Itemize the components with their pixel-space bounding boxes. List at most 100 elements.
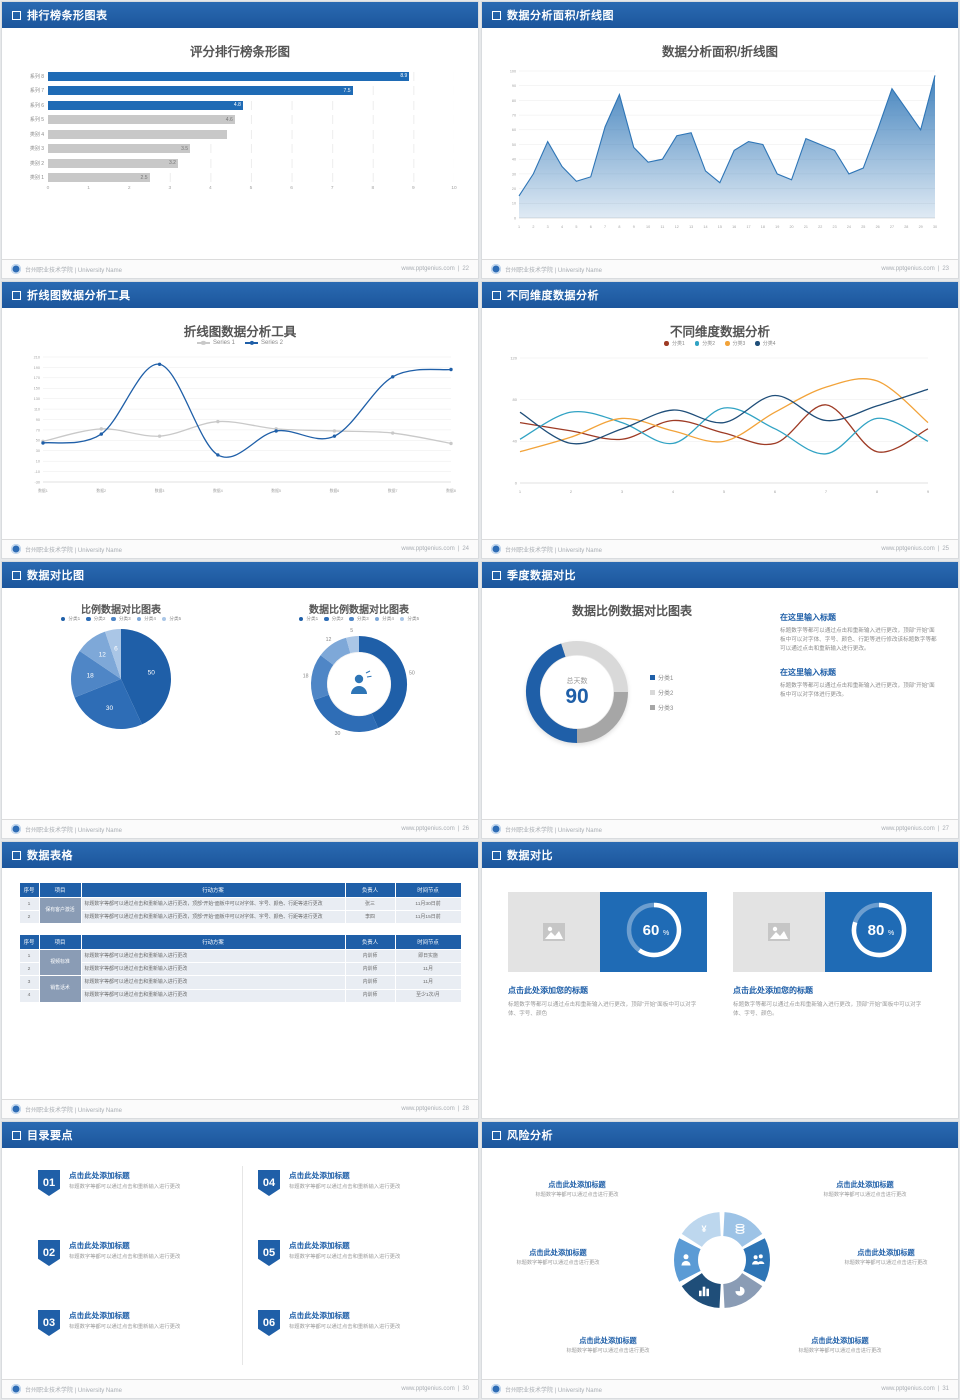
slide-progress-comparison[interactable]: 数据对比 60% 点击此处添加您的标题 标题数字等都可以通过点击和重新输入进行更… xyxy=(481,841,959,1119)
bar-category-label: 系列 5 xyxy=(29,117,44,124)
footer-url[interactable]: www.pptgenius.com xyxy=(401,1106,455,1112)
footer-divider: | xyxy=(457,1106,460,1112)
slide-footer: 台州职业技术学院 | University Name www.pptgenius.… xyxy=(482,539,958,558)
footer-url[interactable]: www.pptgenius.com xyxy=(401,1386,455,1392)
line-chart: 0 40 80 120 1 2 3 4 5 6 7 8 9 xyxy=(482,350,958,496)
list-item: 06 点击此处添加标题 标题数字等都可以通过点击和重新输入进行更改 xyxy=(258,1310,441,1336)
slide-footer: 台州职业技术学院 | University Name www.pptgenius.… xyxy=(482,1379,958,1398)
svg-text:190: 190 xyxy=(34,366,40,370)
risk-label-title: 点击此处添加标题 xyxy=(857,1248,915,1257)
slide-ranking-bar-chart[interactable]: 排行榜条形图表 评分排行榜条形图 系列 8 8.9 系列 7 7.5 系列 6 4.8 系列… xyxy=(1,1,479,279)
item-title: 点击此处添加标题 xyxy=(289,1241,350,1250)
svg-text:28: 28 xyxy=(904,225,908,229)
square-bullet-icon xyxy=(12,570,21,580)
square-bullet-icon xyxy=(12,10,21,20)
slide-toc-points[interactable]: 目录要点 01 点击此处添加标题 标题数字等都可以通过点击和重新输入进行更改 02 点击… xyxy=(1,1121,479,1399)
page-number: 31 xyxy=(942,1386,949,1392)
slide-data-table[interactable]: 数据表格 序号 项目 行动方案 负责人 时间节点 1 保有客户激活 标题数字等都可以通过点击和… xyxy=(1,841,479,1119)
block-body: 标题数字等都可以通过点击和重新输入进行更改，顶部“开始”面板中可以对字体、字号、… xyxy=(780,628,937,652)
footer-left: 台州职业技术学院 | University Name xyxy=(491,1384,602,1394)
university-logo xyxy=(491,544,501,554)
slide-multi-dimension-chart[interactable]: 不同维度数据分析 不同维度数据分析 分类1 分类2 分类3 分类4 0 40 80 120 1… xyxy=(481,281,959,559)
page-number: 28 xyxy=(462,1106,469,1112)
slide-content: 60% 点击此处添加您的标题 标题数字等都可以通过点击和重新输入进行更改，顶部“… xyxy=(482,868,958,1118)
svg-text:90: 90 xyxy=(36,418,40,422)
risk-label-description: 标题数字等都可以通过点击进行更改 xyxy=(798,1348,882,1354)
image-placeholder-icon xyxy=(543,923,565,941)
slide-risk-analysis[interactable]: 风险分析 ¥ 点击此处添加标题 标题数字等都可以通过点击进行更改 点击此处添加标题标… xyxy=(481,1121,959,1399)
item-number-badge: 05 xyxy=(258,1240,280,1266)
svg-text:50: 50 xyxy=(512,143,516,147)
slide-content: 01 点击此处添加标题 标题数字等都可以通过点击和重新输入进行更改 02 点击此处添加标… xyxy=(2,1148,478,1379)
table-row: 1 视频标准 标题数字等都可以通过点击和重新输入进行更改 内训师 即日实施 xyxy=(18,949,462,977)
footer-right: www.pptgenius.com | 22 xyxy=(401,266,469,272)
footer-url[interactable]: www.pptgenius.com xyxy=(401,546,455,552)
footer-url[interactable]: www.pptgenius.com xyxy=(401,266,455,272)
square-bullet-icon xyxy=(492,290,501,300)
footer-divider: | xyxy=(457,546,460,552)
svg-text:100: 100 xyxy=(510,69,516,73)
risk-label-description: 标题数字等都可以通过点击进行更改 xyxy=(516,1260,600,1266)
slide-title: 数据对比 xyxy=(507,850,553,862)
svg-text:40: 40 xyxy=(513,439,518,444)
svg-text:4: 4 xyxy=(561,225,563,229)
footer-url[interactable]: www.pptgenius.com xyxy=(881,1386,935,1392)
university-logo xyxy=(11,824,21,834)
risk-label: 点击此处添加标题 标题数字等都可以通过点击进行更改 xyxy=(484,1248,632,1268)
svg-text:22: 22 xyxy=(818,225,822,229)
footer-left: 台州职业技术学院 | University Name xyxy=(11,1384,122,1394)
svg-text:24: 24 xyxy=(847,225,851,229)
svg-text:130: 130 xyxy=(34,397,40,401)
risk-label: 点击此处添加标题 标题数字等都可以通过点击进行更改 xyxy=(502,1180,652,1200)
svg-text:6: 6 xyxy=(114,645,118,652)
footer-url[interactable]: www.pptgenius.com xyxy=(881,546,935,552)
svg-text:27: 27 xyxy=(890,225,894,229)
column-divider xyxy=(242,1166,243,1365)
svg-text:40: 40 xyxy=(512,158,516,162)
item-description: 标题数字等都可以通过点击和重新输入进行更改 xyxy=(69,1324,181,1330)
slide-content: 不同维度数据分析 分类1 分类2 分类3 分类4 0 40 80 120 1 2 3 4 5 6 7 8 9 xyxy=(482,308,958,539)
footer-url[interactable]: www.pptgenius.com xyxy=(401,826,455,832)
donut-chart: 50 30 18 12 5 xyxy=(240,625,478,743)
page-number: 26 xyxy=(462,826,469,832)
svg-text:29: 29 xyxy=(919,225,923,229)
table-header-cell: 序号 xyxy=(18,882,40,898)
slide-header: 不同维度数据分析 xyxy=(482,282,958,308)
square-bullet-icon xyxy=(492,850,501,860)
footer-url[interactable]: www.pptgenius.com xyxy=(881,266,935,272)
svg-text:14: 14 xyxy=(703,225,707,229)
image-placeholder xyxy=(508,892,600,972)
slide-header: 数据对比图 xyxy=(2,562,478,588)
person-icon xyxy=(681,1254,691,1266)
slide-footer: 台州职业技术学院 | University Name www.pptgenius.… xyxy=(2,259,478,278)
svg-text:2: 2 xyxy=(570,489,573,494)
bar-value-label: 4.8 xyxy=(233,102,241,109)
svg-text:数据4: 数据4 xyxy=(213,488,223,493)
bar-category-label: 系列 7 xyxy=(29,88,44,95)
slide-area-line-chart[interactable]: 数据分析面积/折线图 数据分析面积/折线图 0 10 20 30 40 50 60 70 80 9… xyxy=(481,1,959,279)
progress-panel: 60% 点击此处添加您的标题 标题数字等都可以通过点击和重新输入进行更改，顶部“… xyxy=(508,892,707,1118)
svg-text:50: 50 xyxy=(36,439,40,443)
svg-text:50: 50 xyxy=(409,671,415,677)
legend-item: Series 1 xyxy=(196,340,235,346)
slide-pie-comparison[interactable]: 数据对比图 比例数据对比图表 分类1 分类2 分类3 分类4 分类5 50 30 18 12 6… xyxy=(1,561,479,839)
svg-text:90: 90 xyxy=(512,84,516,88)
list-item: 04 点击此处添加标题 标题数字等都可以通过点击和重新输入进行更改 xyxy=(258,1170,441,1196)
slide-quarter-comparison[interactable]: 季度数据对比 数据比例数据对比图表 总天数 90 分类1 分类2 分类3 在这里输入… xyxy=(481,561,959,839)
page-number: 22 xyxy=(462,266,469,272)
footer-right: www.pptgenius.com | 31 xyxy=(881,1386,949,1392)
svg-text:12: 12 xyxy=(675,225,679,229)
footer-url[interactable]: www.pptgenius.com xyxy=(881,826,935,832)
bar-category-label: 类别 4 xyxy=(29,131,44,138)
page-number: 27 xyxy=(942,826,949,832)
svg-text:30: 30 xyxy=(335,731,341,737)
risk-label-description: 标题数字等都可以通过点击进行更改 xyxy=(535,1192,619,1198)
bar-category-label: 类别 3 xyxy=(29,146,44,153)
legend-item: 分类1 xyxy=(298,616,318,622)
list-item: 03 点击此处添加标题 标题数字等都可以通过点击和重新输入进行更改 xyxy=(38,1310,221,1336)
slide-line-chart-tool[interactable]: 折线图数据分析工具 折线图数据分析工具 Series 1 Series 2 210… xyxy=(1,281,479,559)
item-title: 点击此处添加标题 xyxy=(289,1311,350,1320)
footer-left: 台州职业技术学院 | University Name xyxy=(11,1104,122,1114)
svg-text:30: 30 xyxy=(106,705,114,712)
